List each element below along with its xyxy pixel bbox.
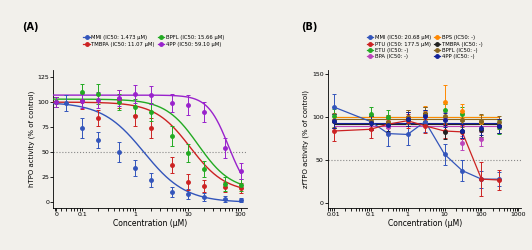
X-axis label: Concentration (μM): Concentration (μM) <box>113 220 187 228</box>
Legend: MMI (IC50: 20.68 μM), PTU (IC50: 177.5 μM), ETU (IC50: -), BPA (IC50: -), BPS (I: MMI (IC50: 20.68 μM), PTU (IC50: 177.5 μ… <box>365 34 484 60</box>
Text: (B): (B) <box>301 22 317 32</box>
Y-axis label: zfTPO activity (% of control): zfTPO activity (% of control) <box>303 90 309 188</box>
Y-axis label: hTPO activity (% of control): hTPO activity (% of control) <box>28 90 35 187</box>
X-axis label: Concentration (μM): Concentration (μM) <box>387 220 462 228</box>
Legend: MMI (IC50: 1.473 μM), TMBPA (IC50: 11.07 μM), BPFL (IC50: 15.66 μM), 4PP (IC50: : MMI (IC50: 1.473 μM), TMBPA (IC50: 11.07… <box>82 34 225 48</box>
Text: (A): (A) <box>22 22 39 32</box>
